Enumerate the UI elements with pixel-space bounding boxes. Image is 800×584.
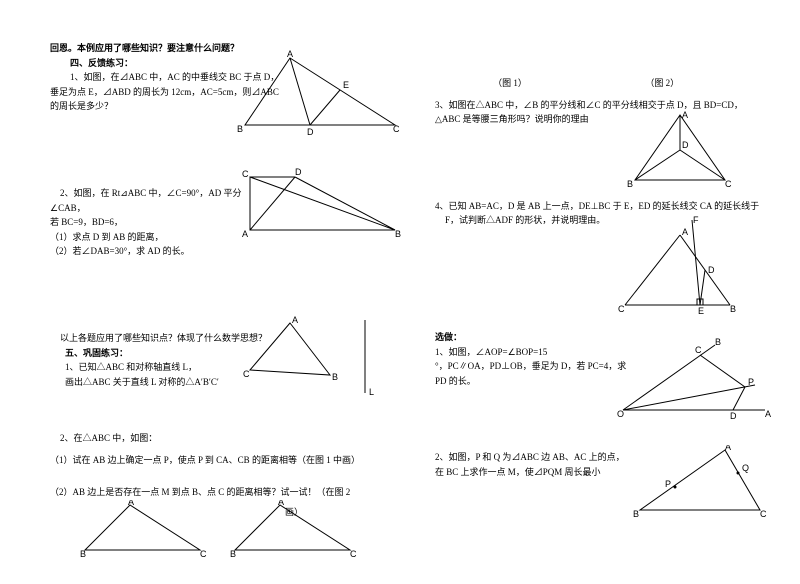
- fig-q4: F A D C E B: [615, 215, 745, 315]
- label-c: C: [695, 345, 702, 355]
- q4-l1: 4、已知 AB=AC，D 是 AB 上一点，DE⊥BC 于 E，ED 的延长线交…: [435, 200, 800, 213]
- label-p: P: [748, 377, 754, 387]
- fig-bottom-1: A B C: [80, 500, 210, 560]
- label-a: A: [287, 50, 293, 59]
- label-a: A: [292, 315, 298, 325]
- label-o: O: [617, 409, 624, 419]
- q2-l5: （2）若∠DAB=30°，求 AD 的长。: [50, 245, 420, 258]
- label-b: B: [633, 509, 639, 519]
- label-f: F: [693, 215, 699, 225]
- q5-2-1: （1）试在 AB 边上确定一点 P，使点 P 到 CA、CB 的距离相等（在图 …: [50, 454, 420, 467]
- label-b: B: [80, 549, 86, 559]
- fig2: （图 2）: [587, 77, 737, 90]
- label-a: A: [765, 409, 771, 419]
- q5-2-2: （2）AB 边上是否存在一点 M 到点 B、点 C 的距离相等？试一试！（在图 …: [50, 486, 420, 499]
- fig-q3: A B C D: [620, 110, 740, 190]
- label-d: D: [708, 265, 715, 275]
- fig-bottom-2: A B C 画）: [230, 500, 360, 560]
- fig-xz1: O A B C P D: [615, 335, 775, 420]
- label-c: C: [618, 304, 625, 314]
- label-c: C: [200, 549, 207, 559]
- fig-q5-1: A B C L: [235, 315, 385, 400]
- label-c: C: [725, 179, 732, 189]
- label-b: B: [715, 337, 721, 347]
- label-a: A: [242, 229, 248, 239]
- label-c: C: [393, 124, 400, 134]
- label-hua: 画）: [285, 507, 303, 517]
- label-b: B: [230, 549, 236, 559]
- fig-xz2: A B C P Q: [630, 445, 770, 525]
- fig-labels: （图 1） （图 2）: [435, 77, 800, 90]
- fig-q2: C D A B: [235, 165, 405, 240]
- label-l: L: [369, 387, 374, 397]
- q5-2: 2、在△ABC 中，如图：: [60, 432, 420, 445]
- label-a: A: [725, 445, 731, 452]
- label-c: C: [242, 169, 249, 179]
- label-d: D: [730, 411, 737, 420]
- label-c: C: [760, 509, 767, 519]
- fig1: （图 1）: [435, 77, 585, 90]
- label-b: B: [627, 179, 633, 189]
- label-c: C: [243, 369, 250, 379]
- label-e: E: [698, 306, 704, 315]
- label-a: A: [682, 227, 688, 237]
- label-d: D: [295, 167, 302, 177]
- label-c: C: [350, 549, 357, 559]
- q3-l2: △ABC 是等腰三角形吗？说明你的理由: [435, 113, 800, 126]
- label-a: A: [278, 500, 284, 507]
- label-b: B: [332, 372, 338, 382]
- label-b: B: [237, 124, 243, 134]
- label-b: B: [395, 229, 401, 239]
- label-d: D: [307, 127, 314, 137]
- label-b: B: [730, 304, 736, 314]
- label-a: A: [682, 110, 688, 120]
- q3-l1: 3、如图在△ABC 中，∠B 的平分线和∠C 的平分线相交于点 D，且 BD=C…: [435, 99, 800, 112]
- label-d: D: [682, 140, 689, 150]
- fig-q1: A B C D E: [235, 50, 405, 140]
- label-e: E: [343, 80, 349, 90]
- label-a: A: [128, 500, 134, 507]
- label-p: P: [665, 479, 671, 489]
- label-q: Q: [742, 463, 749, 473]
